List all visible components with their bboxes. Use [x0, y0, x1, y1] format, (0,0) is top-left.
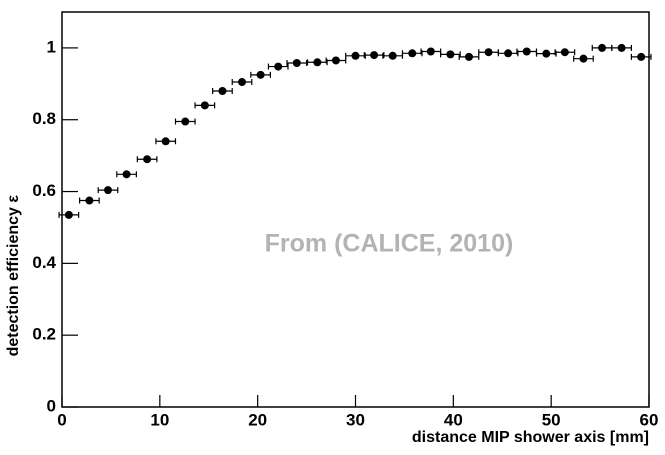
data-point [256, 70, 265, 79]
data-point [238, 78, 247, 87]
data-point [388, 51, 397, 60]
data-point [637, 52, 646, 61]
x-axis-label: distance MIP shower axis [mm] [412, 429, 649, 446]
data-point [218, 87, 227, 95]
x-tick-label: 40 [444, 410, 463, 429]
y-tick-label: 0.8 [32, 109, 56, 128]
y-tick-label: 1 [47, 37, 56, 56]
data-point [370, 51, 379, 60]
y-tick-label: 0 [47, 396, 56, 415]
y-tick-label: 0.6 [32, 181, 56, 200]
data-point [122, 170, 131, 179]
data-point [579, 54, 588, 63]
data-point [331, 56, 340, 65]
y-tick-label: 0.2 [32, 325, 56, 344]
annotation: From (CALICE, 2010) [265, 230, 514, 258]
x-tick-label: 20 [248, 410, 267, 429]
data-point [103, 186, 112, 195]
data-point [143, 155, 152, 164]
data-point [426, 47, 435, 56]
data-point [274, 62, 283, 71]
data-point [200, 101, 209, 110]
x-tick-label: 30 [346, 410, 365, 429]
y-axis-label: detection efficiency ε [5, 195, 22, 357]
plot-frame [61, 11, 650, 408]
data-point [64, 210, 73, 219]
data-point [181, 117, 190, 126]
data-point [522, 47, 531, 56]
data-point [161, 137, 170, 146]
data-point [598, 43, 607, 52]
data-point [313, 58, 322, 67]
x-tick-label: 10 [150, 410, 169, 429]
data-point [504, 49, 513, 58]
data-point [85, 196, 94, 205]
y-tick-label: 0.4 [32, 253, 56, 272]
data-point [484, 48, 493, 57]
x-tick-label: 0 [57, 410, 66, 429]
data-point [560, 48, 569, 57]
data-point [617, 43, 626, 52]
data-point [542, 49, 551, 58]
x-tick-label: 50 [542, 410, 561, 429]
data-point [351, 51, 360, 60]
x-tick-label: 60 [640, 410, 659, 429]
data-point [408, 49, 417, 58]
data-point [464, 52, 473, 61]
data-point [292, 58, 301, 67]
data-point [446, 50, 455, 59]
